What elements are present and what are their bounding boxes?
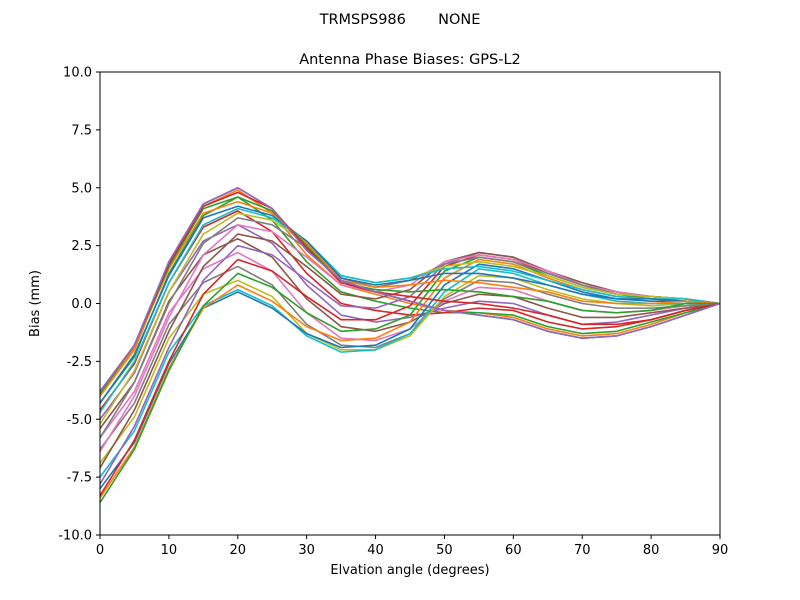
y-tick-label-7: 7.5 — [71, 123, 92, 138]
y-tick-label-1: -7.5 — [67, 471, 92, 486]
x-tick-label-0: 0 — [96, 543, 104, 558]
series-layer — [99, 186, 721, 504]
series-line-2 — [99, 196, 721, 404]
x-tick-label-2: 20 — [230, 543, 247, 558]
series-line-4 — [99, 223, 721, 420]
chart-title: Antenna Phase Biases: GPS-L2 — [299, 52, 521, 68]
x-tick-label-1: 10 — [161, 543, 178, 558]
y-tick-label-3: -2.5 — [67, 355, 92, 370]
y-tick-label-2: -5.0 — [67, 413, 92, 428]
x-axis-label: Elvation angle (degrees) — [330, 563, 489, 578]
y-tick-label-0: -10.0 — [58, 529, 92, 544]
x-tick-label-6: 60 — [505, 543, 522, 558]
series-line-23 — [99, 191, 721, 392]
x-tick-label-9: 90 — [712, 543, 729, 558]
y-tick-label-6: 5.0 — [71, 181, 92, 196]
x-tick-label-8: 80 — [643, 543, 660, 558]
y-axis-label: Bias (mm) — [28, 270, 43, 337]
y-tick-label-8: 10.0 — [63, 66, 92, 81]
x-tick-label-4: 40 — [367, 543, 384, 558]
series-line-24 — [99, 186, 721, 392]
y-tick-label-5: 2.5 — [71, 239, 92, 254]
x-tick-label-3: 30 — [298, 543, 315, 558]
y-tick-label-4: 0.0 — [71, 297, 92, 312]
y-axis-ticks: -10.0 -7.5 -5.0 -2.5 0.0 2.5 5.0 7.5 10.0 — [58, 66, 100, 544]
x-tick-label-5: 50 — [436, 543, 453, 558]
series-line-19 — [99, 207, 721, 413]
series-line-22 — [99, 196, 720, 395]
x-tick-label-7: 70 — [574, 543, 591, 558]
series-line-21 — [99, 200, 721, 397]
series-line-20 — [99, 205, 721, 404]
x-axis-ticks: 0 10 20 30 40 50 60 70 80 90 — [96, 535, 728, 558]
chart-suptitle: TRMSPS986 NONE — [319, 12, 481, 28]
